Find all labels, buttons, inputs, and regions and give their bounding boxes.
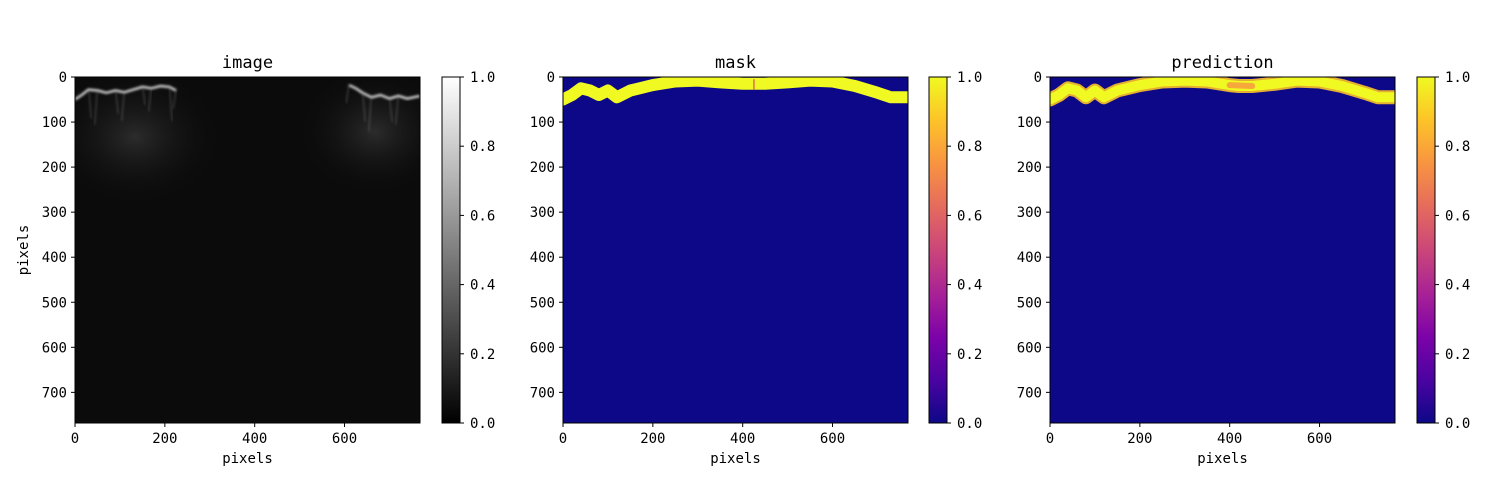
colorbar-mask: 0.0 0.2 0.4 0.6 0.8 1.0 bbox=[928, 70, 982, 432]
x-tick-label: 600 bbox=[332, 431, 357, 447]
panel-title: mask bbox=[715, 53, 756, 73]
colorbar-tick-label: 0.4 bbox=[1445, 278, 1470, 294]
image-glow-right bbox=[295, 77, 420, 197]
y-tick-label: 300 bbox=[42, 205, 67, 221]
colorbar-tick-label: 1.0 bbox=[957, 70, 982, 86]
image-boundary-left bbox=[75, 84, 177, 101]
x-tick-label: 200 bbox=[640, 431, 665, 447]
colorbar-tick-label: 0.8 bbox=[957, 139, 982, 155]
y-tick-label: 700 bbox=[1017, 385, 1042, 401]
y-axis-label: pixels bbox=[16, 225, 32, 276]
image-streak bbox=[367, 97, 373, 132]
colorbar-tick-label: 0.0 bbox=[957, 416, 982, 432]
x-tick-label: 400 bbox=[730, 431, 755, 447]
image-streak bbox=[87, 89, 93, 119]
colorbar-gradient bbox=[1416, 76, 1436, 424]
image-boundary-right bbox=[348, 84, 420, 100]
y-tick-label: 300 bbox=[530, 205, 555, 221]
y-tick-label: 0 bbox=[547, 70, 555, 86]
image-streak bbox=[120, 92, 126, 122]
image-streak bbox=[345, 85, 350, 104]
colorbar-image: 0.0 0.2 0.4 0.6 0.8 1.0 bbox=[441, 70, 495, 432]
heatmap-prediction bbox=[1050, 77, 1395, 423]
colorbar-tick-label: 0.8 bbox=[1445, 139, 1470, 155]
y-tick-label: 400 bbox=[530, 250, 555, 266]
y-tick-label: 500 bbox=[42, 295, 67, 311]
x-tick-label: 0 bbox=[71, 431, 79, 447]
image-streak bbox=[147, 88, 152, 112]
x-tick-label: 0 bbox=[559, 431, 567, 447]
image-streak bbox=[361, 92, 367, 122]
panel-prediction: prediction 0 200 400 600 0 100 200 300 400 500 600 7… bbox=[1017, 53, 1471, 467]
mask-boundary bbox=[563, 77, 908, 106]
colorbar-prediction: 0.0 0.2 0.4 0.6 0.8 1.0 bbox=[1416, 70, 1470, 432]
y-tick-label: 500 bbox=[530, 295, 555, 311]
y-tick-label: 400 bbox=[42, 250, 67, 266]
image-streak bbox=[172, 90, 177, 109]
colorbar-tick-label: 1.0 bbox=[470, 70, 495, 86]
colorbar-tick-label: 0.6 bbox=[470, 208, 495, 224]
x-tick-label: 600 bbox=[1307, 431, 1332, 447]
colorbar-tick-label: 0.2 bbox=[1445, 347, 1470, 363]
y-tick-label: 200 bbox=[42, 160, 67, 176]
colorbar-tick-label: 0.0 bbox=[470, 416, 495, 432]
panel-mask: mask 0 200 400 600 0 100 200 300 400 500 600 700 pixe… bbox=[530, 53, 983, 467]
x-tick-label: 200 bbox=[152, 431, 177, 447]
image-streak bbox=[168, 86, 173, 122]
y-tick-label: 700 bbox=[530, 385, 555, 401]
colorbar-tick-label: 0.0 bbox=[1445, 416, 1470, 432]
panel-image: image 0 200 400 600 0 100 200 300 400 500 600 700 pix… bbox=[16, 53, 495, 467]
colorbar-tick-label: 1.0 bbox=[1445, 70, 1470, 86]
prediction-lowconf bbox=[1226, 82, 1256, 90]
image-streak bbox=[394, 95, 400, 125]
colorbar-gradient bbox=[928, 76, 948, 424]
heatmap-background bbox=[1050, 77, 1395, 423]
colorbar-tick-label: 0.4 bbox=[957, 278, 982, 294]
colorbar-gradient bbox=[441, 76, 461, 424]
y-tick-label: 200 bbox=[530, 160, 555, 176]
colorbar-tick-label: 0.6 bbox=[1445, 208, 1470, 224]
x-tick-label: 200 bbox=[1127, 431, 1152, 447]
colorbar-tick-label: 0.2 bbox=[470, 347, 495, 363]
y-tick-label: 500 bbox=[1017, 295, 1042, 311]
y-tick-label: 0 bbox=[59, 70, 67, 86]
image-streak bbox=[141, 86, 146, 106]
y-tick-label: 100 bbox=[530, 115, 555, 131]
y-tick-label: 600 bbox=[530, 340, 555, 356]
image-streak bbox=[388, 98, 394, 123]
heatmap-image bbox=[75, 77, 420, 423]
prediction-boundary bbox=[1050, 77, 1395, 105]
y-tick-label: 400 bbox=[1017, 250, 1042, 266]
axes-frame bbox=[562, 76, 909, 424]
heatmap-background bbox=[563, 77, 908, 423]
y-tick-label: 0 bbox=[1034, 70, 1042, 86]
colorbar-tick-label: 0.6 bbox=[957, 208, 982, 224]
y-tick-label: 100 bbox=[42, 115, 67, 131]
x-axis-label: pixels bbox=[1197, 451, 1248, 467]
heatmap-mask bbox=[563, 77, 908, 423]
axes-frame bbox=[1049, 76, 1396, 424]
image-streak bbox=[114, 90, 120, 115]
image-streak bbox=[93, 90, 99, 125]
colorbar-tick-label: 0.2 bbox=[957, 347, 982, 363]
y-tick-label: 700 bbox=[42, 385, 67, 401]
x-tick-label: 400 bbox=[242, 431, 267, 447]
x-axis-label: pixels bbox=[710, 451, 761, 467]
x-tick-label: 0 bbox=[1046, 431, 1054, 447]
y-tick-label: 100 bbox=[1017, 115, 1042, 131]
panel-title: image bbox=[222, 53, 273, 73]
y-tick-label: 200 bbox=[1017, 160, 1042, 176]
colorbar-tick-label: 0.4 bbox=[470, 278, 495, 294]
colorbar-tick-label: 0.8 bbox=[470, 139, 495, 155]
x-tick-label: 600 bbox=[820, 431, 845, 447]
y-tick-label: 300 bbox=[1017, 205, 1042, 221]
panel-title: prediction bbox=[1171, 53, 1273, 73]
x-tick-label: 400 bbox=[1217, 431, 1242, 447]
axes-frame bbox=[74, 76, 421, 424]
y-tick-label: 600 bbox=[42, 340, 67, 356]
x-axis-label: pixels bbox=[222, 451, 273, 467]
y-tick-label: 600 bbox=[1017, 340, 1042, 356]
image-glow-left bbox=[75, 77, 225, 207]
